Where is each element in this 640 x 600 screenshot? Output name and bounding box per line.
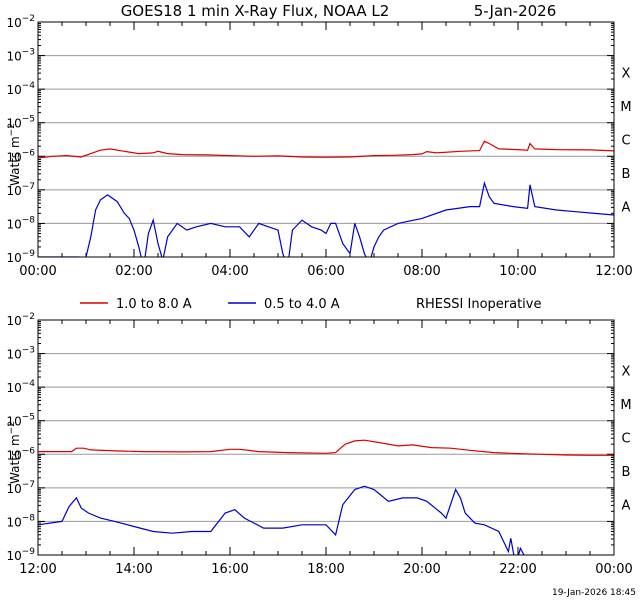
y-axis-label: Watts m−2 [7, 421, 22, 484]
x-tick-label: 02:00 [115, 264, 152, 279]
x-tick-label: 18:00 [307, 562, 344, 577]
y-tick-label: 10−8 [6, 513, 35, 529]
series-short-line [38, 485, 525, 555]
series-short-line [38, 180, 614, 257]
flare-class-label: C [621, 134, 630, 149]
y-tick-label: 10−3 [6, 346, 35, 362]
legend: 1.0 to 8.0 A 0.5 to 4.0 A RHESSI Inopera… [80, 297, 541, 312]
series-long-line [38, 140, 614, 159]
y-tick-label: 10−9 [6, 547, 35, 563]
y-tick-label: 10−4 [6, 379, 35, 395]
chart-date: 5-Jan-2026 [474, 2, 557, 20]
x-tick-label: 22:00 [499, 562, 536, 577]
x-tick-label: 04:00 [211, 264, 248, 279]
x-tick-label: 00:00 [19, 264, 56, 279]
flare-class-label: X [622, 364, 631, 379]
x-tick-label: 16:00 [211, 562, 248, 577]
flare-class-label: A [622, 499, 631, 514]
plot-frame [37, 21, 615, 258]
flare-class-label: B [622, 167, 631, 182]
footer-timestamp: 19-Jan-2026 18:45 [552, 588, 636, 598]
y-axis-label: Watts m−2 [7, 123, 22, 186]
flare-class-label: X [622, 66, 631, 81]
y-tick-label: 10−3 [6, 48, 35, 64]
x-tick-label: 12:00 [19, 562, 56, 577]
legend-label-short: 0.5 to 4.0 A [264, 297, 340, 312]
panel-bottom: 10−910−810−710−610−510−410−310−212:00 14:… [6, 312, 632, 577]
chart-title: GOES18 1 min X-Ray Flux, NOAA L2 [121, 2, 390, 20]
x-tick-label: 06:00 [307, 264, 344, 279]
y-tick-label: 10−8 [6, 215, 35, 231]
x-tick-label: 08:00 [403, 264, 440, 279]
x-tick-label: 10:00 [499, 264, 536, 279]
legend-label-long: 1.0 to 8.0 A [116, 297, 192, 312]
flare-class-label: A [622, 201, 631, 216]
series-long-line [38, 439, 614, 456]
panel-top: 10−910−810−710−610−510−410−310−200:00 02:… [6, 14, 632, 279]
flare-class-label: M [620, 100, 631, 115]
x-tick-label: 00:00 [595, 562, 632, 577]
legend-note: RHESSI Inoperative [416, 297, 541, 312]
plot-frame [37, 319, 615, 556]
flare-class-label: B [622, 465, 631, 480]
y-tick-label: 10−2 [6, 14, 35, 30]
x-tick-label: 14:00 [115, 562, 152, 577]
x-tick-label: 12:00 [595, 264, 632, 279]
x-tick-label: 20:00 [403, 562, 440, 577]
flare-class-label: M [620, 398, 631, 413]
flare-class-label: C [621, 432, 630, 447]
y-tick-label: 10−9 [6, 249, 35, 265]
y-tick-label: 10−4 [6, 81, 35, 97]
y-tick-label: 10−2 [6, 312, 35, 328]
